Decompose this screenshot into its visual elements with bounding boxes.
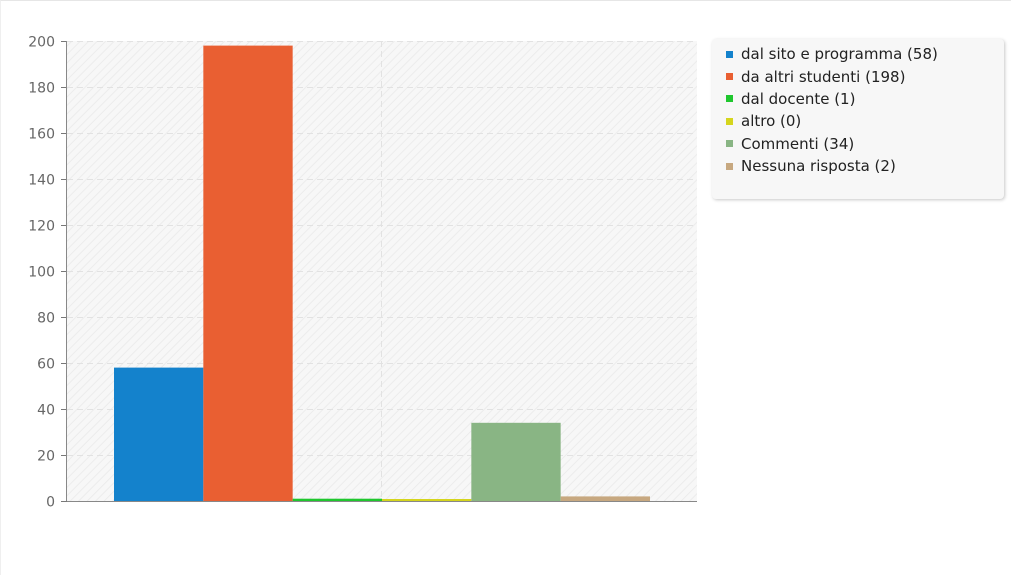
y-tick-label: 40	[37, 403, 55, 419]
legend-item[interactable]: dal docente (1)	[726, 88, 996, 110]
bar	[292, 498, 382, 501]
y-tick-label: 60	[37, 357, 55, 373]
chart-legend: dal sito e programma (58) da altri studen…	[712, 39, 1004, 199]
legend-swatch	[726, 95, 733, 103]
y-tick-label: 120	[28, 219, 55, 235]
y-tick-label: 80	[37, 311, 55, 327]
legend-item[interactable]: da altri studenti (198)	[726, 65, 996, 87]
y-tick-label: 160	[28, 127, 55, 143]
y-tick-label: 100	[28, 265, 55, 281]
legend-label: Commenti (34)	[741, 134, 855, 153]
legend-item[interactable]: Commenti (34)	[726, 133, 996, 155]
legend-item[interactable]: altro (0)	[726, 110, 996, 132]
legend-label: da altri studenti (198)	[741, 67, 906, 86]
legend-swatch	[726, 50, 733, 58]
legend-swatch	[726, 117, 733, 125]
y-tick-label: 0	[46, 495, 55, 511]
y-tick-label: 200	[28, 35, 55, 51]
legend-swatch	[726, 140, 733, 148]
legend-label: dal sito e programma (58)	[741, 45, 938, 64]
legend-label: altro (0)	[741, 112, 802, 131]
bar	[471, 422, 561, 501]
legend-swatch	[726, 73, 733, 81]
bar	[114, 367, 204, 501]
legend-label: Nessuna risposta (2)	[741, 157, 896, 176]
y-tick-label: 20	[37, 449, 55, 465]
bar	[382, 499, 472, 501]
bar	[203, 45, 293, 501]
legend-label: dal docente (1)	[741, 89, 856, 108]
y-tick-label: 140	[28, 173, 55, 189]
y-tick-label: 180	[28, 81, 55, 97]
legend-item[interactable]: Nessuna risposta (2)	[726, 155, 996, 177]
legend-swatch	[726, 162, 733, 170]
legend-item[interactable]: dal sito e programma (58)	[726, 43, 996, 65]
bar	[560, 496, 650, 501]
